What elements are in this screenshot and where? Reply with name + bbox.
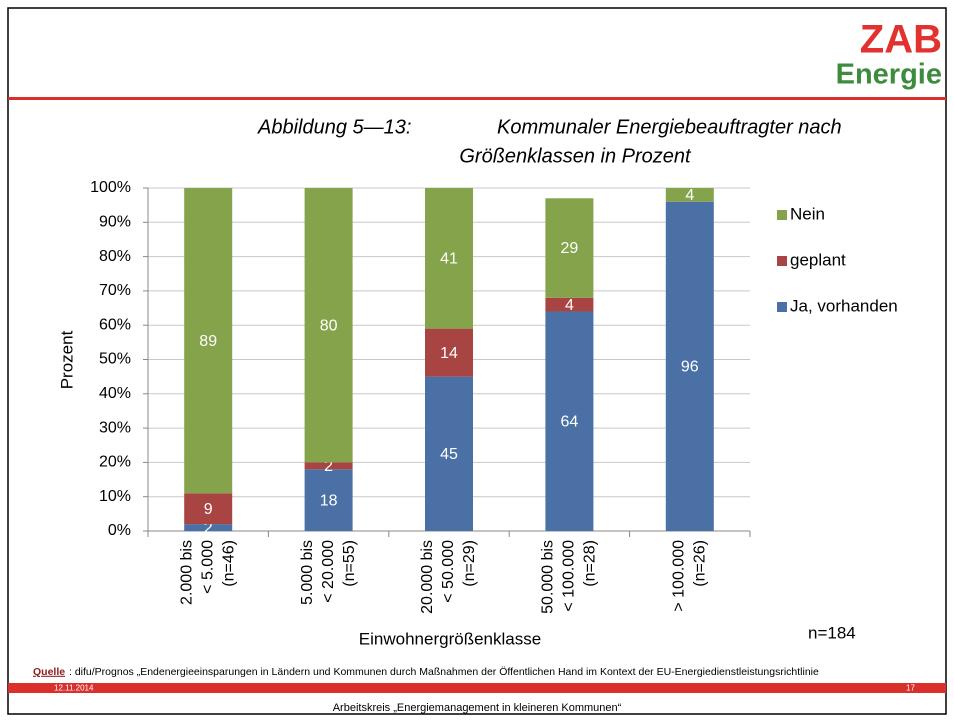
x-tick-label: 50.000 bis [540, 540, 557, 614]
footer-page: 17 [906, 684, 915, 693]
x-tick-label: 20.000 bis [419, 540, 436, 614]
footer-title: Arbeitskreis „Energiemanagement in klein… [333, 702, 622, 714]
y-tick-label: 50% [99, 351, 131, 368]
x-tick-label: (n=55) [341, 540, 358, 587]
y-tick-label: 40% [99, 385, 131, 402]
data-label: 80 [320, 317, 338, 334]
x-tick-label: (n=28) [582, 540, 599, 587]
chart-title: Größenklassen in Prozent [459, 145, 692, 167]
source-text: : difu/Prognos „Endenergieeinsparungen i… [69, 666, 819, 678]
x-tick-label: (n=29) [461, 540, 478, 587]
chart-title: Kommunaler Energiebeauftragter nach [497, 116, 842, 138]
data-label: 29 [561, 240, 579, 257]
legend-swatch [777, 302, 787, 312]
x-tick-label: < 50.000 [440, 540, 457, 603]
source-label: Quelle [33, 666, 65, 678]
header-rule [8, 97, 946, 100]
data-label: 14 [440, 345, 458, 362]
data-label: 9 [204, 501, 213, 518]
logo-top: ZAB [860, 18, 942, 62]
bar-segment [545, 198, 594, 298]
bar-segment [425, 328, 473, 377]
y-tick-label: 10% [99, 488, 131, 505]
y-tick-label: 30% [99, 419, 131, 436]
bar-segment [665, 188, 714, 202]
x-tick-label: < 100.000 [561, 540, 578, 612]
y-axis-label: Prozent [57, 330, 76, 389]
y-tick-label: 20% [99, 454, 131, 471]
y-tick-label: 90% [99, 214, 131, 231]
legend-label: geplant [790, 250, 846, 269]
footer-bar [8, 683, 946, 693]
data-label: 4 [685, 187, 694, 204]
x-tick-label: (n=26) [692, 540, 709, 587]
y-tick-label: 60% [99, 316, 131, 333]
x-tick-label: (n=46) [220, 540, 237, 587]
bar-segment [425, 188, 473, 329]
x-tick-label: > 100.000 [671, 540, 688, 612]
data-label: 4 [565, 297, 574, 314]
bar-segment [304, 469, 353, 531]
logo-bottom: Energie [836, 59, 942, 91]
data-label: 2 [204, 520, 213, 537]
y-tick-label: 0% [108, 522, 131, 539]
y-tick-label: 100% [90, 179, 131, 196]
bar-segment [184, 524, 233, 531]
y-tick-label: 80% [99, 248, 131, 265]
footer-date: 12.11.2014 [54, 684, 94, 693]
legend-label: Ja, vorhanden [790, 296, 898, 315]
x-axis-label: Einwohnergrößenklasse [359, 629, 541, 648]
data-label: 96 [681, 359, 699, 376]
bar-segment [184, 188, 233, 494]
bar-segment [665, 201, 714, 531]
x-tick-label: < 5.000 [199, 540, 216, 594]
bar-segment [184, 493, 233, 525]
bar-segment [304, 188, 353, 463]
bar-segment [425, 376, 473, 531]
legend-swatch [777, 256, 787, 266]
data-label: 18 [320, 492, 338, 509]
x-tick-label: 5.000 bis [299, 540, 316, 605]
annotation: n=184 [808, 623, 856, 642]
x-tick-label: 2.000 bis [178, 540, 195, 605]
data-label: 89 [199, 333, 217, 350]
data-label: 2 [324, 458, 333, 475]
legend-swatch [777, 210, 787, 220]
legend-label: Nein [790, 204, 825, 223]
bar-segment [545, 311, 594, 531]
y-tick-label: 70% [99, 282, 131, 299]
bar-segment [304, 462, 353, 470]
data-label: 41 [440, 251, 458, 268]
slide-frame [7, 7, 947, 715]
x-tick-label: < 20.000 [320, 540, 337, 603]
bar-segment [545, 297, 594, 312]
data-label: 45 [440, 446, 458, 463]
data-label: 64 [561, 413, 579, 430]
chart-title-label: Abbildung 5—13: [257, 116, 411, 138]
